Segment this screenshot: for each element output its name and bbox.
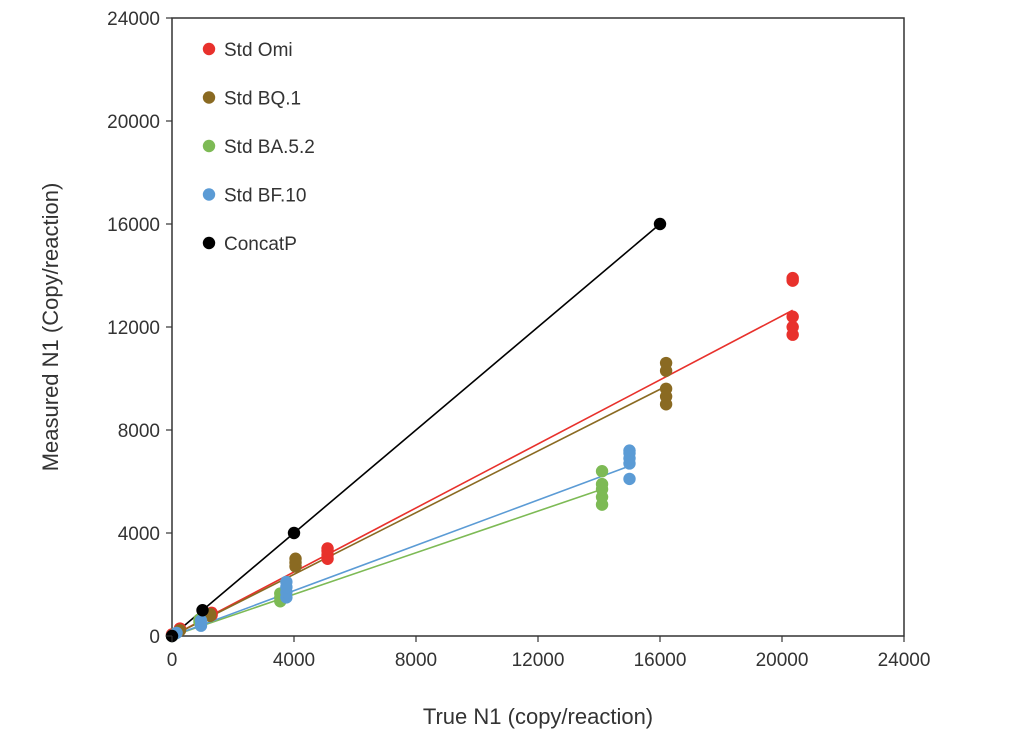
data-point — [289, 552, 302, 565]
fit-lines — [171, 223, 794, 637]
legend-marker — [202, 91, 216, 104]
y-axis-ticks: 0 4000 8000 12000 16000 20000 24000 — [107, 9, 172, 648]
data-point — [595, 465, 609, 478]
x-axis-ticks: 0 4000 8000 12000 16000 20000 24000 — [167, 636, 931, 671]
data-markers — [165, 217, 799, 643]
data-point — [623, 472, 636, 486]
x-axis-title: True N1 (copy/reaction) — [423, 704, 653, 729]
data-point — [659, 356, 673, 370]
fit-line-0 — [171, 309, 794, 637]
data-point — [623, 444, 636, 457]
fit-line-1 — [171, 385, 667, 637]
legend-label: Std BF.10 — [224, 186, 306, 207]
x-tick-label: 12000 — [512, 650, 565, 671]
legend-label: Std BQ.1 — [224, 89, 301, 110]
fit-line-2 — [171, 488, 603, 637]
data-point — [280, 575, 293, 589]
fit-line-4 — [171, 223, 661, 637]
legend-label: Std BA.5.2 — [224, 137, 315, 158]
y-tick-label: 12000 — [107, 318, 160, 339]
x-tick-label: 16000 — [634, 650, 687, 671]
y-tick-label: 0 — [149, 627, 160, 648]
data-point — [595, 477, 609, 491]
legend-label: ConcatP — [224, 234, 297, 255]
legend-marker — [202, 139, 216, 153]
legend-marker — [202, 236, 216, 250]
x-tick-label: 4000 — [273, 650, 315, 671]
data-point — [287, 526, 301, 540]
data-point — [321, 542, 334, 555]
y-tick-label: 24000 — [107, 9, 160, 30]
x-tick-label: 0 — [167, 650, 178, 671]
legend-label: Std Omi — [224, 40, 293, 61]
y-tick-label: 4000 — [118, 524, 160, 545]
y-tick-label: 20000 — [107, 112, 160, 133]
data-point — [196, 604, 209, 617]
x-tick-label: 20000 — [756, 650, 809, 671]
y-axis-title: Measured N1 (Copy/reaction) — [38, 183, 63, 472]
data-point — [786, 310, 799, 323]
y-tick-label: 16000 — [107, 215, 160, 236]
legend: Std Omi Std BQ.1 Std BA.5.2 Std BF.10 Concat… — [202, 40, 315, 255]
x-tick-label: 24000 — [878, 650, 931, 671]
legend-marker — [202, 188, 216, 201]
data-point — [786, 271, 799, 285]
y-tick-label: 8000 — [118, 421, 160, 442]
data-point — [659, 382, 673, 395]
legend-marker — [202, 42, 216, 56]
data-point — [653, 217, 667, 231]
x-tick-label: 8000 — [395, 650, 437, 671]
data-point — [194, 614, 208, 627]
data-point — [786, 320, 799, 334]
fit-line-3 — [171, 465, 630, 637]
